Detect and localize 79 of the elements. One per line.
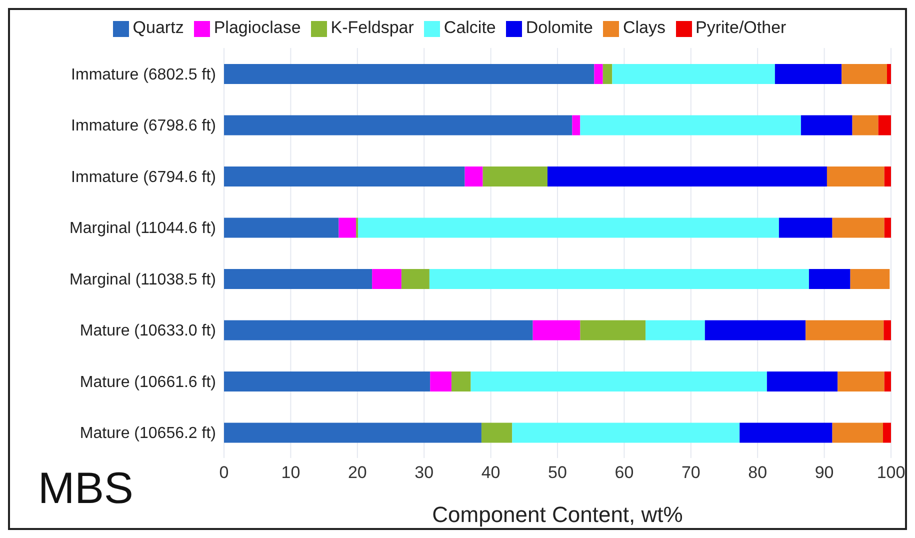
bar bbox=[884, 166, 891, 186]
x-tick-label: 70 bbox=[681, 463, 700, 482]
bar bbox=[429, 269, 809, 289]
x-tick-label: 60 bbox=[614, 463, 634, 482]
legend-label: Calcite bbox=[444, 18, 496, 37]
text: MBS bbox=[38, 464, 134, 514]
bar bbox=[224, 320, 533, 340]
bar bbox=[224, 269, 372, 289]
bar bbox=[884, 372, 891, 392]
bar bbox=[808, 269, 850, 289]
y-tick-label: Immature (6798.6 ft) bbox=[71, 118, 216, 135]
bar bbox=[646, 320, 705, 340]
bar bbox=[887, 64, 891, 84]
bar bbox=[832, 218, 884, 238]
legend-label: Quartz bbox=[132, 18, 184, 37]
bar bbox=[532, 320, 580, 340]
legend-label: Pyrite/Other bbox=[696, 18, 786, 37]
bar bbox=[372, 269, 402, 289]
bar bbox=[594, 64, 603, 84]
bar bbox=[602, 64, 612, 84]
bar bbox=[774, 64, 842, 84]
bar bbox=[850, 269, 890, 289]
bar bbox=[800, 115, 852, 136]
bar bbox=[482, 166, 548, 186]
x-tick-label: 40 bbox=[481, 463, 500, 482]
bar bbox=[852, 115, 878, 136]
legend-label: K-Feldspar bbox=[330, 18, 414, 37]
bar bbox=[224, 64, 594, 84]
bar bbox=[572, 115, 580, 136]
x-tick-label: 90 bbox=[814, 463, 834, 482]
y-tick-label: Marginal (11038.5 ft) bbox=[70, 271, 216, 288]
x-tick-label: 20 bbox=[348, 463, 367, 482]
bar bbox=[430, 372, 452, 392]
bar bbox=[401, 269, 430, 289]
bar bbox=[806, 320, 884, 340]
bar bbox=[512, 422, 740, 443]
y-tick-label: Marginal (11044.6 ft) bbox=[70, 220, 216, 238]
bar bbox=[580, 115, 801, 136]
bar bbox=[224, 372, 430, 392]
x-axis-title: Component Content, wt% bbox=[432, 502, 683, 527]
bar bbox=[832, 422, 883, 443]
bar bbox=[451, 372, 471, 392]
bar bbox=[224, 218, 339, 238]
x-tick-label: 10 bbox=[281, 463, 300, 482]
bar bbox=[778, 218, 832, 238]
bar bbox=[766, 372, 838, 392]
bar bbox=[884, 218, 891, 238]
y-tick-label: Mature (10656.2 ft) bbox=[80, 425, 216, 442]
bar bbox=[224, 422, 482, 443]
x-tick-label: 0 bbox=[219, 463, 229, 482]
bar bbox=[882, 422, 891, 443]
y-tick-label: Mature (10633.0 ft) bbox=[80, 322, 216, 340]
bar bbox=[358, 218, 779, 238]
y-tick-label: Immature (6794.6 ft) bbox=[71, 168, 216, 186]
bar bbox=[464, 166, 483, 186]
bar bbox=[704, 320, 806, 340]
bar bbox=[838, 372, 884, 392]
x-tick-label: 50 bbox=[548, 463, 567, 482]
bar bbox=[470, 372, 767, 392]
bar bbox=[842, 64, 887, 84]
legend-label: Clays bbox=[622, 18, 666, 37]
bar bbox=[338, 218, 356, 238]
legend-label: Dolomite bbox=[526, 18, 593, 37]
bar bbox=[224, 166, 465, 186]
bar bbox=[481, 422, 512, 443]
bar bbox=[224, 115, 572, 136]
y-tick-label: Immature (6802.5 ft) bbox=[71, 66, 216, 84]
bar bbox=[826, 166, 884, 186]
y-tick-label: Mature (10661.6 ft) bbox=[80, 374, 216, 391]
x-tick-label: 100 bbox=[876, 463, 906, 482]
bar bbox=[612, 64, 775, 84]
bar bbox=[580, 320, 646, 340]
bar bbox=[740, 422, 832, 443]
x-tick-label: 30 bbox=[414, 463, 434, 482]
bar bbox=[878, 115, 891, 136]
x-tick-label: 80 bbox=[748, 463, 768, 482]
bar bbox=[884, 320, 891, 340]
bar bbox=[547, 166, 827, 186]
legend-label: Plagioclase bbox=[214, 18, 301, 37]
